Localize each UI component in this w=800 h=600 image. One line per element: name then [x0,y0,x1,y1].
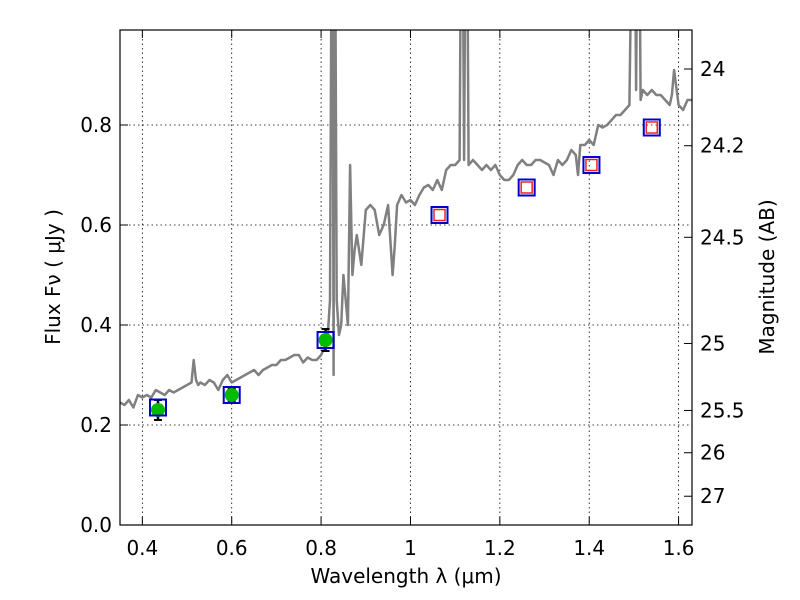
y-tick-label: 0.6 [80,213,112,237]
model-band-square [316,331,335,349]
y-tick-label: 0.0 [80,513,112,537]
y2-tick-label: 24 [700,57,725,81]
x-tick-label: 0.8 [305,536,337,560]
y-tick-label: 0.4 [80,313,112,337]
y2-tick-label: 25 [700,331,725,355]
prediction-square [585,158,598,172]
data-marks [120,30,692,421]
model-band-square [430,206,449,224]
model-band-square [222,386,241,404]
x-tick-label: 1 [404,536,417,560]
y-tick-label: 0.2 [80,413,112,437]
model-band-square [148,398,167,417]
x-tick-label: 1.2 [484,536,516,560]
y2-tick-label: 25.5 [700,398,745,422]
observed-point [318,333,333,347]
plot-frame [119,29,693,526]
axis-ticks: 0.4 0.6 0.8 1 1.2 1.4 1.6 0.0 0.2 0.4 0.6 0.8 24 24.2… [80,30,745,560]
x-tick-label: 1.4 [573,536,605,560]
y2-tick-label: 27 [700,484,725,508]
grid-lines [120,30,692,525]
y-axis-label: Flux Fν ( μJy ) [41,209,65,345]
x-tick-label: 0.4 [126,536,158,560]
x-tick-label: 1.6 [663,536,695,560]
plot-area [120,30,692,525]
x-tick-label: 0.6 [216,536,248,560]
prediction-square [433,208,446,222]
prediction-square [520,181,533,194]
x-axis-label: Wavelength λ (μm) [310,564,501,588]
observed-point [224,388,239,402]
y2-tick-label: 24.2 [700,134,745,158]
y-tick-label: 0.8 [80,113,112,137]
y2-tick-label: 26 [700,441,725,465]
prediction-square [645,121,659,134]
model-band-square [517,178,536,197]
model-spectrum-line [120,30,692,409]
y2-tick-label: 24.5 [700,225,745,249]
y2-axis-label: Magnitude (AB) [755,199,779,354]
model-band-square [642,118,661,137]
observed-point [150,403,165,417]
model-band-square [582,156,601,174]
